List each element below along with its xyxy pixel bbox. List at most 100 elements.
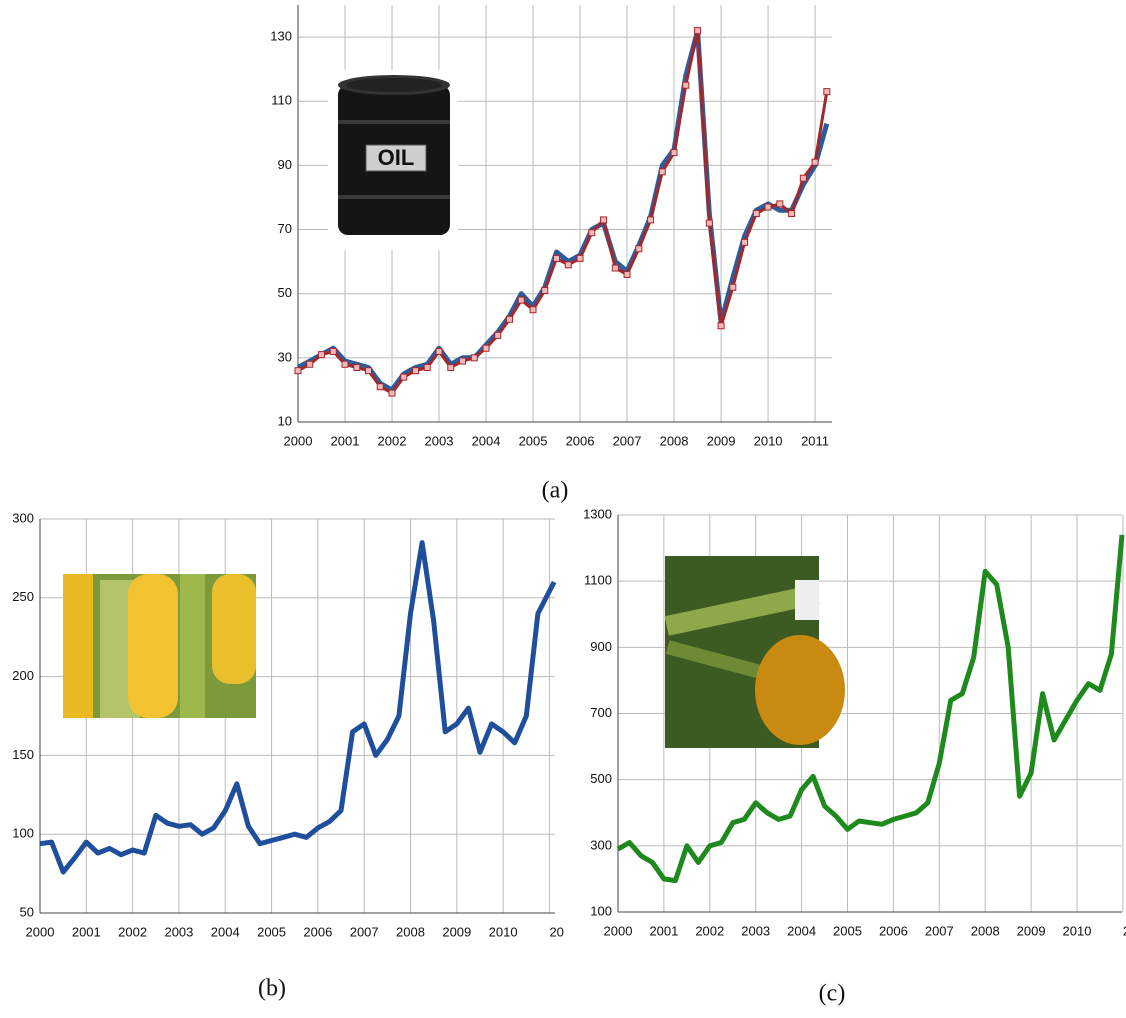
series-line xyxy=(296,28,830,393)
point-marker xyxy=(717,322,725,330)
series-line xyxy=(297,29,829,395)
series-line xyxy=(39,540,557,875)
x-tick-label: 2009 xyxy=(1017,923,1046,938)
x-tick-label: 2004 xyxy=(211,924,240,939)
x-tick-label: 2000 xyxy=(284,433,313,448)
y-tick-label: 1100 xyxy=(584,573,612,588)
oil-barrel-image: OIL xyxy=(328,70,458,250)
x-tick-label: 20 xyxy=(1123,923,1126,938)
point-marker xyxy=(576,254,584,262)
point-marker xyxy=(470,354,478,362)
point-marker xyxy=(506,315,514,323)
point-marker xyxy=(764,203,772,211)
point-marker xyxy=(294,367,302,375)
point-marker xyxy=(776,200,784,208)
point-marker xyxy=(752,210,760,217)
x-tick-label: 2003 xyxy=(425,433,454,448)
x-tick-label: 2008 xyxy=(396,924,425,939)
y-tick-label: 30 xyxy=(278,349,292,364)
y-tick-label: 500 xyxy=(590,771,612,786)
point-marker xyxy=(729,283,737,291)
x-tick-label: 2008 xyxy=(971,923,1000,938)
y-tick-label: 250 xyxy=(12,589,34,604)
x-tick-label: 2010 xyxy=(489,924,518,939)
x-tick-label: 2001 xyxy=(649,923,678,938)
point-marker xyxy=(600,216,608,224)
caption: (b) xyxy=(258,976,286,1002)
y-tick-label: 50 xyxy=(278,285,292,300)
x-tick-label: 2006 xyxy=(303,924,332,939)
series-line xyxy=(616,534,1125,884)
x-tick-label: 2001 xyxy=(72,924,101,939)
point-marker xyxy=(423,363,431,371)
point-marker xyxy=(494,331,502,339)
grid-layer xyxy=(39,5,1124,914)
y-tick-label: 300 xyxy=(12,510,34,525)
point-marker xyxy=(306,360,314,368)
point-marker xyxy=(553,254,561,262)
x-tick-label: 2008 xyxy=(660,433,689,448)
y-tick-label: 200 xyxy=(12,668,34,683)
point-marker xyxy=(623,270,631,278)
point-marker xyxy=(388,389,396,397)
y-tick-label: 300 xyxy=(590,837,612,852)
point-marker xyxy=(318,351,326,359)
x-tick-label: 2002 xyxy=(378,433,407,448)
x-tick-label: 2006 xyxy=(566,433,595,448)
x-tick-label: 2007 xyxy=(925,923,954,938)
point-marker xyxy=(365,367,373,375)
point-marker xyxy=(517,296,525,304)
x-tick-label: 2002 xyxy=(695,923,724,938)
x-tick-label: 2005 xyxy=(519,433,548,448)
y-tick-label: 700 xyxy=(590,705,612,720)
x-tick-label: 2000 xyxy=(26,924,55,939)
x-tick-label: 2007 xyxy=(350,924,379,939)
point-marker xyxy=(412,367,420,375)
y-tick-label: 70 xyxy=(278,221,292,236)
x-tick-label: 2001 xyxy=(331,433,360,448)
point-marker xyxy=(682,81,690,89)
point-marker xyxy=(635,245,643,253)
x-tick-label: 2004 xyxy=(787,923,816,938)
y-tick-label: 900 xyxy=(590,639,612,654)
point-marker xyxy=(447,363,455,371)
x-tick-label: 2003 xyxy=(164,924,193,939)
barrel-label: OIL xyxy=(378,145,415,170)
corn-image xyxy=(63,574,256,718)
point-marker xyxy=(647,216,655,224)
point-marker xyxy=(541,286,549,294)
x-tick-label: 2000 xyxy=(604,923,633,938)
point-marker xyxy=(376,383,384,391)
x-tick-label: 2004 xyxy=(472,433,501,448)
point-marker xyxy=(694,27,702,35)
y-tick-label: 90 xyxy=(278,157,292,172)
point-marker xyxy=(329,347,337,355)
point-marker xyxy=(611,264,619,272)
point-marker xyxy=(658,168,666,176)
x-tick-label: 20 xyxy=(549,924,563,939)
x-tick-label: 2005 xyxy=(257,924,286,939)
y-tick-label: 1300 xyxy=(583,506,612,521)
point-marker xyxy=(482,344,490,352)
point-marker xyxy=(788,210,796,217)
x-tick-label: 2005 xyxy=(833,923,862,938)
x-tick-label: 2009 xyxy=(442,924,471,939)
y-tick-label: 100 xyxy=(590,903,612,918)
y-tick-label: 110 xyxy=(271,93,292,108)
point-marker xyxy=(400,373,408,381)
x-tick-label: 2007 xyxy=(613,433,642,448)
y-tick-label: 150 xyxy=(12,747,34,762)
y-tick-label: 50 xyxy=(20,904,34,919)
x-tick-label: 2010 xyxy=(754,433,783,448)
point-marker xyxy=(741,238,749,246)
y-tick-label: 100 xyxy=(12,826,34,841)
point-marker xyxy=(705,219,713,227)
point-marker xyxy=(799,174,807,182)
point-marker xyxy=(353,363,361,371)
y-tick-label: 10 xyxy=(278,413,292,428)
point-marker xyxy=(588,229,596,237)
y-tick-label: 130 xyxy=(270,29,292,44)
point-marker xyxy=(435,347,443,355)
x-tick-label: 2002 xyxy=(118,924,147,939)
